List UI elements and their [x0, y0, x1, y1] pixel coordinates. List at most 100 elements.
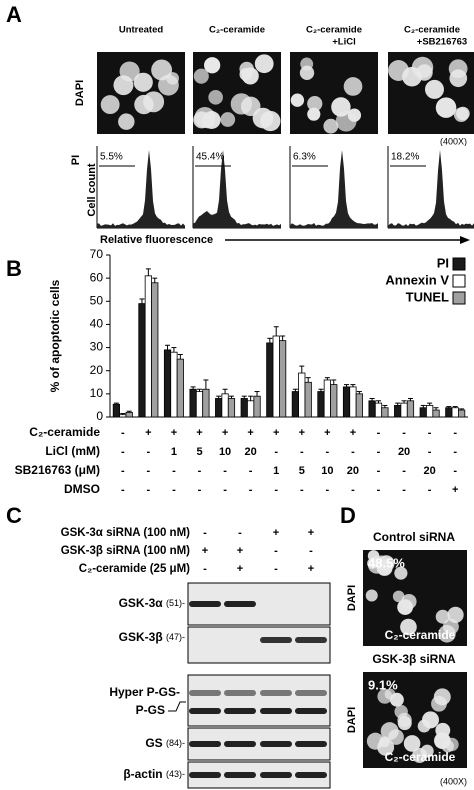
nucleus	[307, 96, 323, 112]
nucleus	[240, 96, 261, 117]
bar	[323, 379, 331, 418]
bar	[266, 342, 274, 418]
condition-value: -	[203, 527, 207, 539]
blot-label: GSK-3α (51)-	[119, 596, 185, 610]
nucleus	[331, 97, 351, 117]
nucleus	[260, 110, 281, 132]
condition-value: -	[203, 563, 207, 575]
condition-value: -	[121, 427, 125, 439]
condition-value: -	[274, 484, 278, 496]
condition-value: -	[351, 484, 355, 496]
bar	[112, 403, 120, 418]
percent-label: 5.5%	[100, 152, 123, 163]
nucleus	[447, 606, 464, 624]
panel-label: A	[6, 2, 22, 27]
panel-label: C	[6, 503, 22, 528]
bar	[170, 351, 178, 418]
row-label: PI	[70, 155, 82, 165]
nucleus	[392, 590, 405, 603]
nucleus	[417, 719, 431, 733]
axis-label: Relative fluorescence	[100, 234, 213, 246]
condition-value: +	[247, 427, 253, 439]
blot-label: GS (84)-	[145, 736, 185, 750]
band	[260, 690, 292, 696]
band	[260, 772, 292, 778]
y-tick-label: 0	[96, 409, 103, 423]
condition-value: -	[453, 465, 457, 477]
band	[224, 690, 256, 696]
treatment-label: C₂-ceramide	[385, 750, 456, 764]
band	[260, 637, 292, 643]
bar	[406, 400, 415, 418]
condition-value: -	[326, 484, 330, 496]
bar	[202, 388, 210, 418]
condition-value: -	[402, 427, 406, 439]
bar	[400, 402, 408, 418]
nucleus	[435, 722, 451, 738]
condition-value: -	[249, 465, 253, 477]
condition-value: +	[324, 427, 330, 439]
bar	[330, 384, 338, 418]
nucleus	[424, 79, 444, 99]
nucleus	[394, 566, 408, 580]
condition-value: +	[350, 427, 356, 439]
band	[189, 690, 221, 696]
condition-value: -	[453, 427, 457, 439]
condition-value: -	[121, 484, 125, 496]
nucleus	[367, 550, 380, 562]
nucleus	[377, 688, 393, 704]
condition-value: +	[273, 527, 279, 539]
blot-size: (47)-	[166, 632, 185, 642]
nucleus	[307, 107, 321, 121]
column-header: Untreated	[119, 25, 164, 36]
blot-label: GSK-3β (47)-	[119, 630, 185, 644]
bar	[253, 395, 261, 418]
condition-value: -	[377, 446, 381, 458]
bar	[419, 407, 427, 418]
condition-value: -	[326, 446, 330, 458]
bar	[125, 411, 133, 418]
condition-value: -	[351, 446, 355, 458]
panel-label: B	[6, 256, 22, 281]
nucleus	[388, 60, 409, 81]
nucleus	[343, 77, 363, 96]
percent-label: 18.2%	[391, 152, 419, 163]
condition-value: +	[196, 427, 202, 439]
y-tick-label: 40	[90, 317, 104, 331]
bar	[195, 391, 204, 418]
nucleus	[220, 112, 236, 127]
condition-value: -	[377, 484, 381, 496]
column-header: C₂-ceramide	[404, 25, 460, 36]
condition-value: -	[172, 465, 176, 477]
nucleus	[290, 93, 305, 107]
blot	[187, 674, 331, 727]
bar	[342, 386, 351, 418]
bar	[227, 398, 236, 418]
condition-value: 1	[171, 446, 177, 458]
y-tick-label: 60	[90, 270, 104, 284]
condition-value: -	[453, 446, 457, 458]
legend-label: TUNEL	[406, 289, 449, 304]
image-title: GSK-3β siRNA	[372, 652, 456, 666]
blot-name: GSK-3β	[119, 630, 166, 644]
legend-label: PI	[437, 255, 449, 270]
image-title: Control siRNA	[373, 530, 455, 544]
histogram-frame	[388, 146, 474, 228]
bar	[189, 388, 197, 418]
condition-value: -	[147, 484, 151, 496]
condition-value: 5	[196, 446, 202, 458]
condition-label: GSK-3β siRNA (100 nM)	[61, 545, 190, 557]
column-header: +SB216763	[417, 37, 467, 48]
blot-name: β-actin	[123, 767, 166, 781]
condition-value: -	[198, 484, 202, 496]
y-tick-label: 10	[90, 386, 104, 400]
condition-value: 20	[398, 446, 410, 458]
y-tick-label: 30	[90, 340, 104, 354]
nucleus	[143, 91, 165, 113]
bar	[138, 303, 146, 418]
band	[224, 741, 256, 747]
condition-value: -	[198, 465, 202, 477]
legend-label: Annexin V	[385, 272, 449, 287]
nucleus	[403, 735, 421, 752]
column-header: C₂-ceramide	[306, 25, 362, 36]
